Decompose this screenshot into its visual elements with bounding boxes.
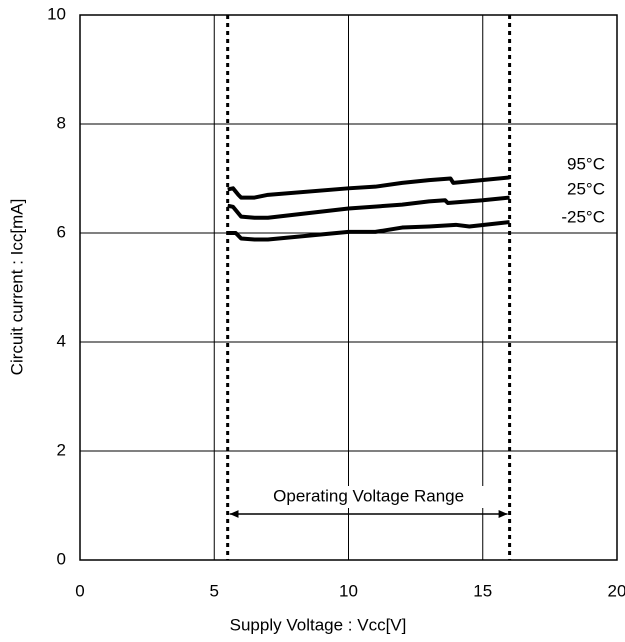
y-tick-label: 10 <box>47 4 66 23</box>
series-line <box>227 175 510 200</box>
y-tick-label: 0 <box>57 549 66 568</box>
series-label: 95°C <box>567 154 605 173</box>
annotation-bg <box>238 486 500 508</box>
x-tick-label: 0 <box>75 581 84 600</box>
series-label: -25°C <box>561 207 605 226</box>
y-tick-label: 8 <box>57 113 66 132</box>
x-tick-label: 20 <box>608 581 625 600</box>
series-line <box>227 195 510 220</box>
y-tick-label: 4 <box>57 331 66 350</box>
x-axis-label: Supply Voltage : Vcc[V] <box>230 615 407 634</box>
series-line <box>227 220 510 242</box>
y-tick-label: 6 <box>57 222 66 241</box>
y-tick-label: 2 <box>57 440 66 459</box>
series-label: 25°C <box>567 179 605 198</box>
x-tick-label: 15 <box>473 581 492 600</box>
y-axis-label: Circuit current : Icc[mA] <box>7 199 26 376</box>
annotation: Operating Voltage Range <box>273 486 464 505</box>
x-tick-label: 5 <box>210 581 219 600</box>
plot-frame <box>79 14 618 561</box>
x-tick-label: 10 <box>339 581 358 600</box>
